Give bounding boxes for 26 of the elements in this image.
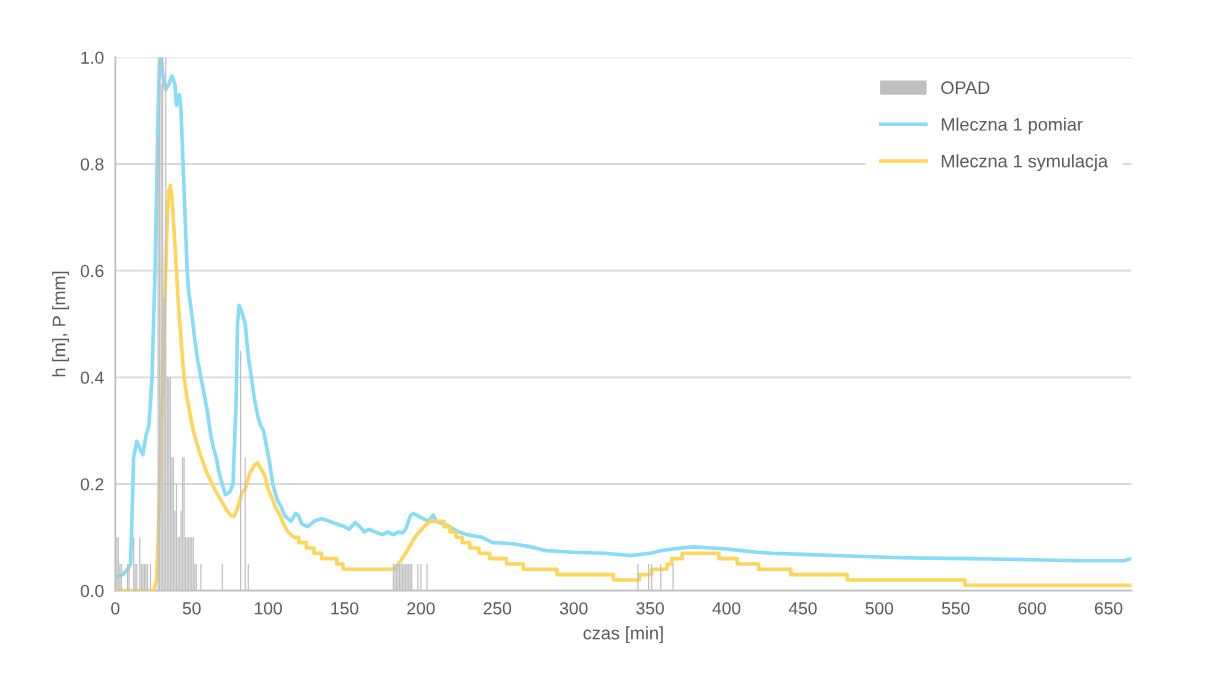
y-tick-label: 0.2: [80, 478, 104, 491]
legend-label: OPAD: [941, 81, 990, 95]
x-tick-label: 400: [712, 602, 741, 615]
x-tick-label: 500: [865, 602, 894, 615]
legend-label: Mleczna 1 pomiar: [941, 117, 1083, 135]
x-tick-label: 550: [941, 602, 970, 615]
x-tick-label: 100: [254, 602, 282, 615]
line-series: [115, 57, 1132, 580]
x-tick-label: 350: [636, 602, 664, 615]
x-tick-label: 150: [331, 602, 359, 615]
y-tick-label: 0.8: [80, 158, 104, 171]
x-tick-label: 0: [111, 602, 120, 615]
y-tick-label: 0.0: [80, 584, 104, 598]
x-tick-label: 650: [1094, 602, 1123, 615]
y-tick-label: 0.4: [80, 371, 104, 384]
x-axis-title: czas [min]: [583, 626, 663, 644]
x-tick-label: 200: [407, 602, 435, 615]
x-tick-label: 50: [182, 602, 201, 615]
y-tick-label: 0.6: [80, 264, 104, 278]
x-tick-label: 450: [788, 602, 817, 615]
x-tick-label: 250: [483, 602, 512, 615]
x-tick-label: 600: [1018, 602, 1046, 615]
x-tick-label: 300: [559, 602, 588, 615]
y-tick-label: 1.0: [81, 51, 104, 64]
legend-label: Mleczna 1 symulacja: [941, 154, 1108, 172]
y-axis-title: h [m], P [mm]: [52, 271, 69, 377]
